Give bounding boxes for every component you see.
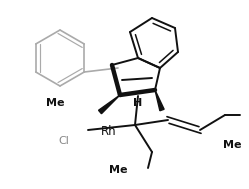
Text: Rh: Rh [101, 125, 116, 138]
Polygon shape [155, 90, 164, 111]
Text: Me: Me [223, 140, 241, 149]
Text: Me: Me [109, 165, 127, 175]
Text: Cl: Cl [58, 136, 69, 146]
Polygon shape [99, 95, 120, 114]
Text: H: H [133, 98, 142, 108]
Text: Me: Me [46, 98, 65, 108]
